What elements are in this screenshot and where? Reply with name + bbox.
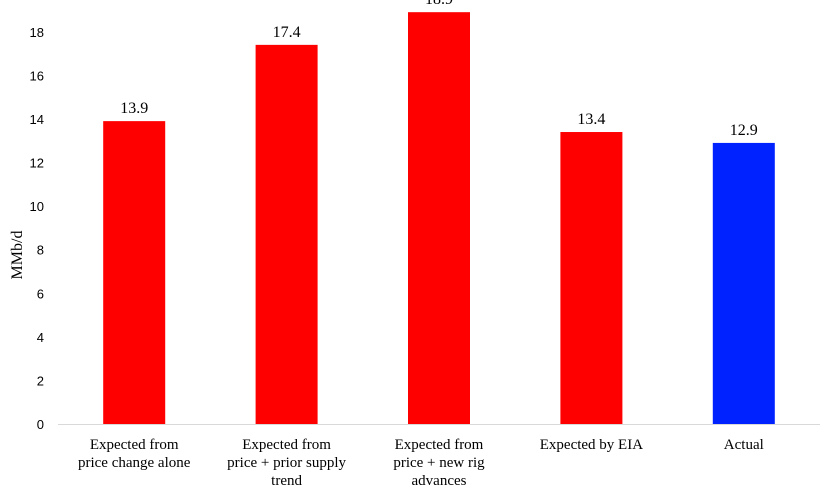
y-tick-label: 2 [37,373,44,388]
y-tick-label: 18 [30,25,44,40]
x-tick-label: Expected from [395,437,484,453]
y-tick-label: 12 [30,156,44,171]
bar-value-label: 13.4 [577,111,605,128]
bar [560,132,623,424]
bar-value-label: 17.4 [273,24,301,41]
y-tick-label: 8 [37,243,44,258]
y-tick-label: 14 [30,112,44,127]
x-tick-label: price + new rig [393,455,485,471]
bar [408,12,470,424]
y-axis-label: MMb/d [9,231,26,280]
bar-value-label: 12.9 [730,122,758,139]
bar [255,44,318,424]
x-tick-label: price + prior supply [227,455,346,471]
y-tick-label: 6 [37,286,44,301]
x-tick-label: Expected from [90,437,179,453]
x-tick-label: price change alone [78,455,191,471]
x-tick-label: Expected from [242,437,331,453]
x-tick-label: advances [412,473,467,489]
bar [712,142,775,425]
x-tick-label: Actual [724,437,764,453]
y-tick-label: 16 [30,68,44,83]
bars: 13.9 17.4 18.9 13.4 12.9 [103,0,775,425]
bar-value-label: 13.9 [120,100,148,117]
bar-value-label: 18.9 [425,0,453,8]
y-axis: 0 2 4 6 8 10 12 14 16 18 [30,25,44,432]
x-axis-categories: Expected from price change alone Expected … [78,437,764,489]
bar [103,121,166,424]
x-tick-label: trend [271,473,302,489]
y-tick-label: 0 [37,417,44,432]
y-tick-label: 10 [30,199,44,214]
x-tick-label: Expected by EIA [540,437,643,453]
y-tick-label: 4 [37,330,44,345]
